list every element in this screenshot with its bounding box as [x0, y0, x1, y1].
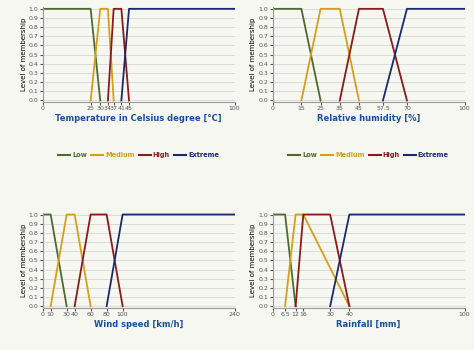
Y-axis label: Level of membership: Level of membership: [250, 224, 256, 297]
X-axis label: Rainfall [mm]: Rainfall [mm]: [337, 320, 401, 329]
Legend: Low, Medium, High, Extreme: Low, Medium, High, Extreme: [288, 152, 449, 158]
Y-axis label: Level of membership: Level of membership: [20, 224, 27, 297]
Y-axis label: Level of membership: Level of membership: [250, 18, 256, 91]
X-axis label: Wind speed [km/h]: Wind speed [km/h]: [94, 320, 183, 329]
X-axis label: Temperature in Celsius degree [°C]: Temperature in Celsius degree [°C]: [55, 114, 222, 123]
Y-axis label: Level of membership: Level of membership: [20, 18, 27, 91]
Legend: Low, Medium, High, Extreme: Low, Medium, High, Extreme: [58, 152, 219, 158]
X-axis label: Relative humidity [%]: Relative humidity [%]: [317, 114, 420, 123]
